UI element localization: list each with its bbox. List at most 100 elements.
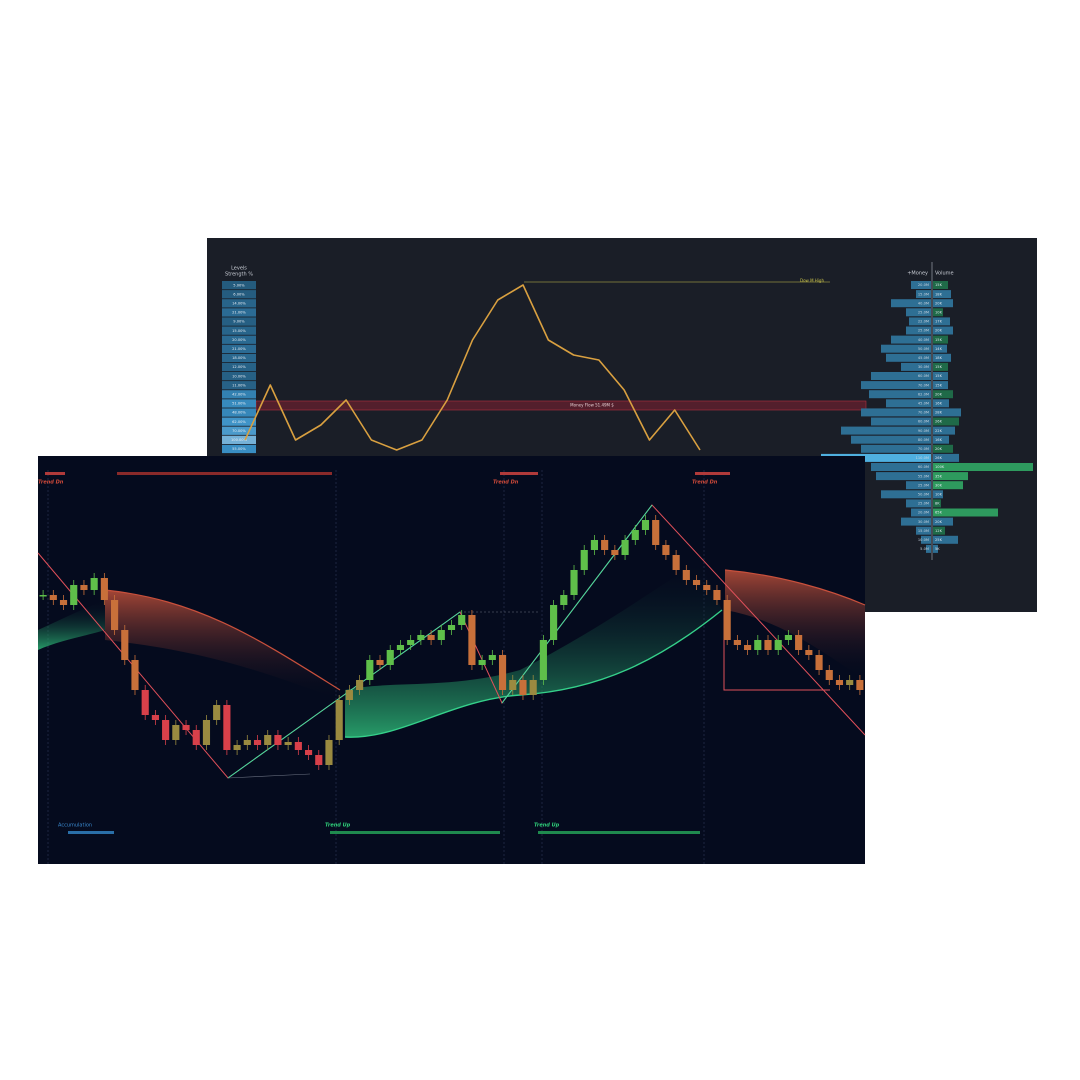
candle [733, 640, 741, 645]
bear-cloud [105, 590, 340, 700]
level-cell [222, 408, 256, 417]
money-label: 60.0M [918, 374, 929, 378]
candle [468, 615, 476, 665]
volume-bar [933, 390, 953, 399]
money-label: 5.0M [920, 547, 929, 551]
money-label: 50.0M [918, 493, 929, 497]
money-bar [886, 353, 931, 362]
candle [550, 605, 558, 640]
accumulation-strip [68, 831, 114, 834]
volume-label: 18K [935, 356, 943, 360]
money-bar [921, 535, 931, 544]
candle [774, 640, 782, 650]
money-label: 80.0M [918, 438, 929, 442]
level-label: 6.00% [233, 292, 245, 296]
level-label: 20.00% [232, 338, 246, 342]
volume-label: 20K [935, 520, 943, 524]
candle [437, 630, 445, 640]
money-bar [901, 362, 931, 371]
level-cell [222, 390, 256, 399]
money-label: 20.0M [918, 511, 929, 515]
volume-label: 15K [935, 365, 943, 369]
level-label: 12.00% [232, 365, 246, 369]
money-bar [926, 544, 931, 553]
candle [294, 742, 302, 750]
level-label: 48.00% [232, 411, 246, 415]
money-label: 60.0M [918, 420, 929, 424]
volume-label: 35K [935, 474, 943, 478]
volume-label: 20K [935, 329, 943, 333]
levels-subtitle: Strength % [225, 272, 253, 278]
candle [754, 640, 762, 650]
candle [243, 740, 251, 745]
volume-bar [933, 544, 938, 553]
volume-bar [933, 463, 1033, 471]
money-label: 70.0M [918, 447, 929, 451]
bear-cloud-edge [724, 569, 866, 606]
volume-bar [933, 481, 963, 490]
candle [70, 585, 78, 605]
volume-label: 30K [935, 483, 943, 487]
money-bar [871, 463, 931, 471]
level-cell [222, 381, 256, 390]
volume-bar [933, 308, 943, 317]
volume-bar [933, 290, 951, 299]
candle [141, 690, 149, 715]
money-bar [851, 435, 931, 444]
volume-bar [933, 362, 948, 371]
volume-bar [933, 526, 945, 535]
candle [621, 540, 629, 555]
money-label: 50.0M [918, 347, 929, 351]
candle [274, 735, 282, 745]
level-label: 21.00% [232, 311, 246, 315]
volume-label: 15K [935, 283, 943, 287]
candle [233, 745, 241, 750]
money-bar [861, 444, 931, 453]
volume-label: 12K [935, 529, 943, 533]
volume-bar [933, 535, 958, 544]
candle [447, 625, 456, 630]
volume-bar [933, 472, 968, 481]
money-label: 25.0M [918, 483, 929, 487]
level-label: 21.00% [232, 347, 246, 351]
volume-label: 10K [935, 311, 943, 315]
money-label: 70.0M [918, 411, 929, 415]
candle [478, 660, 486, 665]
candle [182, 725, 190, 730]
volume-label: 22K [935, 429, 943, 433]
money-bar [916, 526, 931, 535]
money-bar [871, 372, 931, 380]
volume-bar [933, 381, 948, 390]
price-line [244, 284, 701, 451]
money-label: 55.0M [918, 474, 929, 478]
candle [386, 650, 394, 665]
candle [90, 578, 98, 590]
money-label: 25.0M [918, 329, 929, 333]
money-bar [906, 499, 931, 508]
volume-label: 26K [935, 420, 943, 424]
volume-bar [933, 326, 953, 335]
bull-cloud [345, 560, 722, 738]
candle [631, 530, 639, 540]
volume-bar [933, 435, 949, 444]
level-cell [222, 317, 256, 326]
candle [590, 540, 599, 550]
trend-down-label: Trend Dn [692, 480, 718, 486]
volume-label: 28K [935, 411, 943, 415]
candle [49, 595, 57, 600]
level-label: 11.00% [232, 383, 246, 387]
level-label: 10.00% [232, 374, 246, 378]
candle [764, 640, 772, 650]
volume-bar [933, 508, 998, 517]
level-cell [222, 426, 256, 435]
candle [213, 705, 221, 720]
volume-bar [933, 408, 961, 417]
money-bar [861, 408, 931, 417]
candle [376, 660, 384, 665]
candle [488, 655, 496, 660]
candle [151, 715, 159, 720]
candle [223, 705, 231, 750]
volume-label: 16K [935, 438, 943, 442]
level-cell [222, 372, 256, 381]
candle [519, 680, 527, 695]
